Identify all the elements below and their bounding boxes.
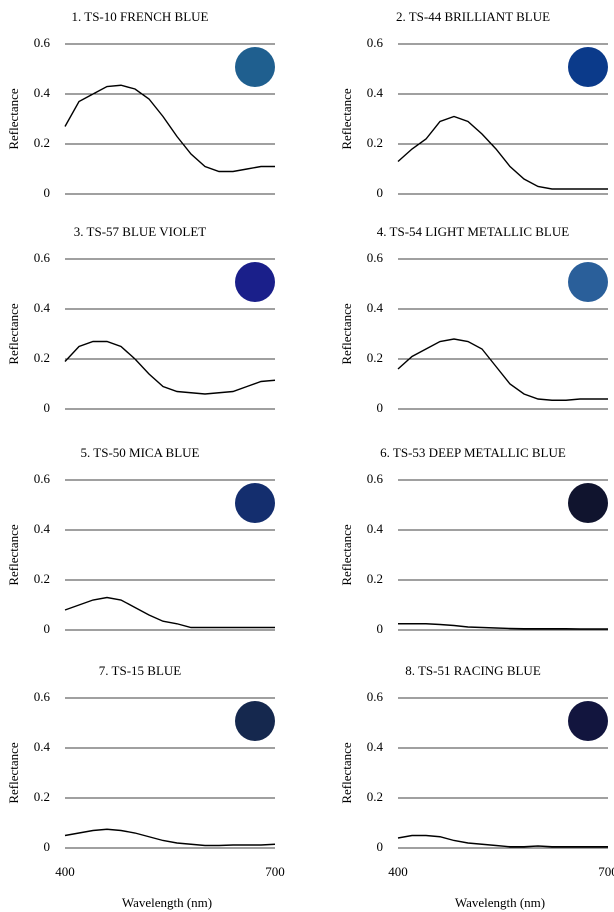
paint-swatch [568,262,608,302]
y-tick-label: 0.6 [367,471,384,486]
spectrum-line [65,85,275,171]
y-axis-label: Reflectance [6,742,21,804]
paint-swatch [568,47,608,87]
spectrum-line [398,339,608,400]
y-tick-label: 0 [377,621,384,636]
chart-title: 3. TS-57 BLUE VIOLET [74,224,206,239]
y-axis-label: Reflectance [339,303,354,365]
y-tick-label: 0.4 [34,739,51,754]
y-tick-label: 0.2 [367,135,383,150]
y-tick-label: 0 [44,400,51,415]
spectrum-line [65,598,275,628]
spectrum-line [398,624,608,629]
figure: 1. TS-10 FRENCH BLUE Reflectance 0 0.2 0.4 0.… [0,0,614,912]
x-tick-label: 700 [598,864,614,879]
spectrum-line [65,342,275,395]
x-tick-label: 400 [388,864,408,879]
y-tick-label: 0.2 [34,571,50,586]
spectrum-line [398,836,608,847]
y-tick-label: 0 [377,400,384,415]
y-tick-label: 0.4 [34,300,51,315]
y-tick-label: 0.2 [367,350,383,365]
chart-title: 7. TS-15 BLUE [99,663,182,678]
paint-swatch [235,701,275,741]
y-tick-label: 0.4 [367,739,384,754]
x-axis-label: Wavelength (nm) [122,895,212,910]
y-axis-label: Reflectance [339,524,354,586]
chart-title: 6. TS-53 DEEP METALLIC BLUE [380,445,566,460]
y-tick-label: 0 [377,185,384,200]
y-tick-label: 0.2 [34,350,50,365]
y-axis-label: Reflectance [339,742,354,804]
y-tick-label: 0.6 [34,471,51,486]
y-tick-label: 0.6 [34,250,51,265]
chart-title: 4. TS-54 LIGHT METALLIC BLUE [377,224,569,239]
y-tick-label: 0.4 [34,521,51,536]
x-axis-label: Wavelength (nm) [455,895,545,910]
y-tick-label: 0.2 [367,789,383,804]
y-axis-label: Reflectance [339,88,354,150]
y-tick-label: 0 [44,621,51,636]
y-tick-label: 0.6 [367,35,384,50]
paint-swatch [235,47,275,87]
y-tick-label: 0 [377,839,384,854]
paint-swatch [568,701,608,741]
chart-title: 2. TS-44 BRILLIANT BLUE [396,9,550,24]
y-axis-label: Reflectance [6,524,21,586]
y-tick-label: 0.6 [367,250,384,265]
y-tick-label: 0.4 [367,521,384,536]
chart-title: 8. TS-51 RACING BLUE [405,663,541,678]
y-tick-label: 0 [44,185,51,200]
chart-title: 5. TS-50 MICA BLUE [81,445,200,460]
y-tick-label: 0.2 [34,789,50,804]
y-axis-label: Reflectance [6,88,21,150]
spectrum-line [398,117,608,190]
y-tick-label: 0.6 [34,689,51,704]
y-tick-label: 0.6 [367,689,384,704]
y-tick-label: 0 [44,839,51,854]
x-tick-label: 700 [265,864,285,879]
y-tick-label: 0.4 [34,85,51,100]
y-axis-label: Reflectance [6,303,21,365]
y-tick-label: 0.6 [34,35,51,50]
paint-swatch [235,262,275,302]
paint-swatch [568,483,608,523]
y-tick-label: 0.2 [367,571,383,586]
y-tick-label: 0.4 [367,300,384,315]
y-tick-label: 0.4 [367,85,384,100]
x-tick-label: 400 [55,864,75,879]
y-tick-label: 0.2 [34,135,50,150]
spectrum-line [65,829,275,845]
paint-swatch [235,483,275,523]
chart-title: 1. TS-10 FRENCH BLUE [72,9,209,24]
